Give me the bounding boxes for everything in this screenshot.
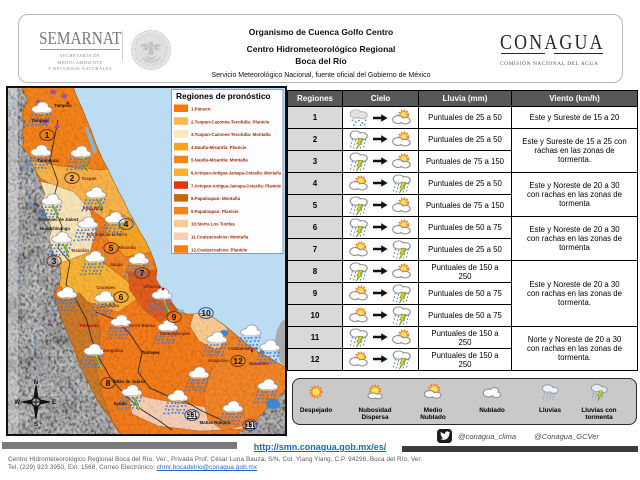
svg-text:1: 1 [45,130,50,140]
svg-text:Zongolica: Zongolica [103,348,124,353]
svg-text:Tantoyuca: Tantoyuca [37,158,59,163]
svg-text:Tempoal: Tempoal [31,118,48,123]
svg-text:2.Tuxpan-Cazones-Tecolutla: Pl: 2.Tuxpan-Cazones-Tecolutla: Planicie [191,119,270,124]
svg-text:8.Papaloapan: Montaña: 8.Papaloapan: Montaña [191,196,241,201]
svg-text:7.Actopan-Antigua-Jamapa-Cotax: 7.Actopan-Antigua-Jamapa-Cotaxtla: Plani… [191,183,282,188]
svg-text:5.Nautla-Misantla: Montaña: 5.Nautla-Misantla: Montaña [191,158,248,163]
svg-text:7: 7 [140,268,145,278]
svg-text:10.Sierra Los Tuxtlas: 10.Sierra Los Tuxtlas [191,222,235,227]
svg-text:Coatepec: Coatepec [96,285,116,290]
svg-text:N: N [34,380,38,386]
svg-text:Córdoba: Córdoba [101,303,119,308]
svg-text:6: 6 [119,292,124,302]
svg-text:9.Papaloapan: Planicie: 9.Papaloapan: Planicie [191,209,239,214]
svg-text:W: W [14,400,20,406]
svg-text:5: 5 [109,243,114,253]
svg-text:Tuxpan: Tuxpan [82,176,97,181]
svg-text:11.Coatzacoalcos: Montaña: 11.Coatzacoalcos: Montaña [191,235,249,240]
svg-text:3: 3 [52,256,57,266]
svg-text:Ayutla: Ayutla [114,401,128,406]
svg-text:11: 11 [188,410,197,420]
svg-text:S: S [34,422,38,428]
svg-text:10: 10 [201,308,211,318]
svg-text:2: 2 [70,173,75,183]
svg-text:Coatzacoalcos: Coatzacoalcos [228,346,259,351]
svg-text:Acayucan: Acayucan [208,358,229,363]
svg-text:Tehuacán: Tehuacán [79,323,99,328]
svg-text:11: 11 [246,420,255,430]
svg-text:Cosamaloapan: Cosamaloapan [160,331,191,336]
svg-text:Huauchinango: Huauchinango [40,226,70,231]
svg-text:Tampico: Tampico [54,103,72,108]
svg-text:Jalapa: Jalapa [109,262,123,267]
svg-text:Teziutlán: Teziutlán [71,248,90,253]
svg-text:Poza Rica: Poza Rica [83,206,104,211]
svg-text:12.Coatzacoalcos: Planicie: 12.Coatzacoalcos: Planicie [191,247,248,252]
svg-text:3.Tuxpan-Cazones-Tecolutla: Mo: 3.Tuxpan-Cazones-Tecolutla: Montaña [191,132,271,137]
svg-text:Regiones de pronóstico: Regiones de pronóstico [176,91,271,101]
svg-text:Tierra Blanca: Tierra Blanca [128,323,156,328]
svg-text:Xicotepec de Juárez: Xicotepec de Juárez [37,217,78,222]
svg-text:8: 8 [106,378,111,388]
svg-text:4: 4 [124,219,129,229]
svg-text:1.Pánuco: 1.Pánuco [191,107,211,112]
svg-text:Misantla: Misantla [118,245,136,250]
svg-text:9: 9 [172,312,177,322]
svg-text:Martínez de la Torre: Martínez de la Torre [87,232,128,237]
svg-text:Matías Romero: Matías Romero [200,420,231,425]
svg-text:Ixtlán de Juárez: Ixtlán de Juárez [113,379,145,384]
svg-text:4.Nautla-Misantla: Planicie: 4.Nautla-Misantla: Planicie [191,145,247,150]
svg-text:E: E [52,400,56,406]
svg-text:Tuxtepec: Tuxtepec [142,350,161,355]
svg-text:12: 12 [233,356,243,366]
svg-text:Veracruz: Veracruz [143,284,161,289]
svg-text:6.Actopan-Antigua-Jamapa-Cotax: 6.Actopan-Antigua-Jamapa-Cotaxtla: Monta… [191,171,282,176]
svg-text:Minatitlán: Minatitlán [249,361,269,366]
